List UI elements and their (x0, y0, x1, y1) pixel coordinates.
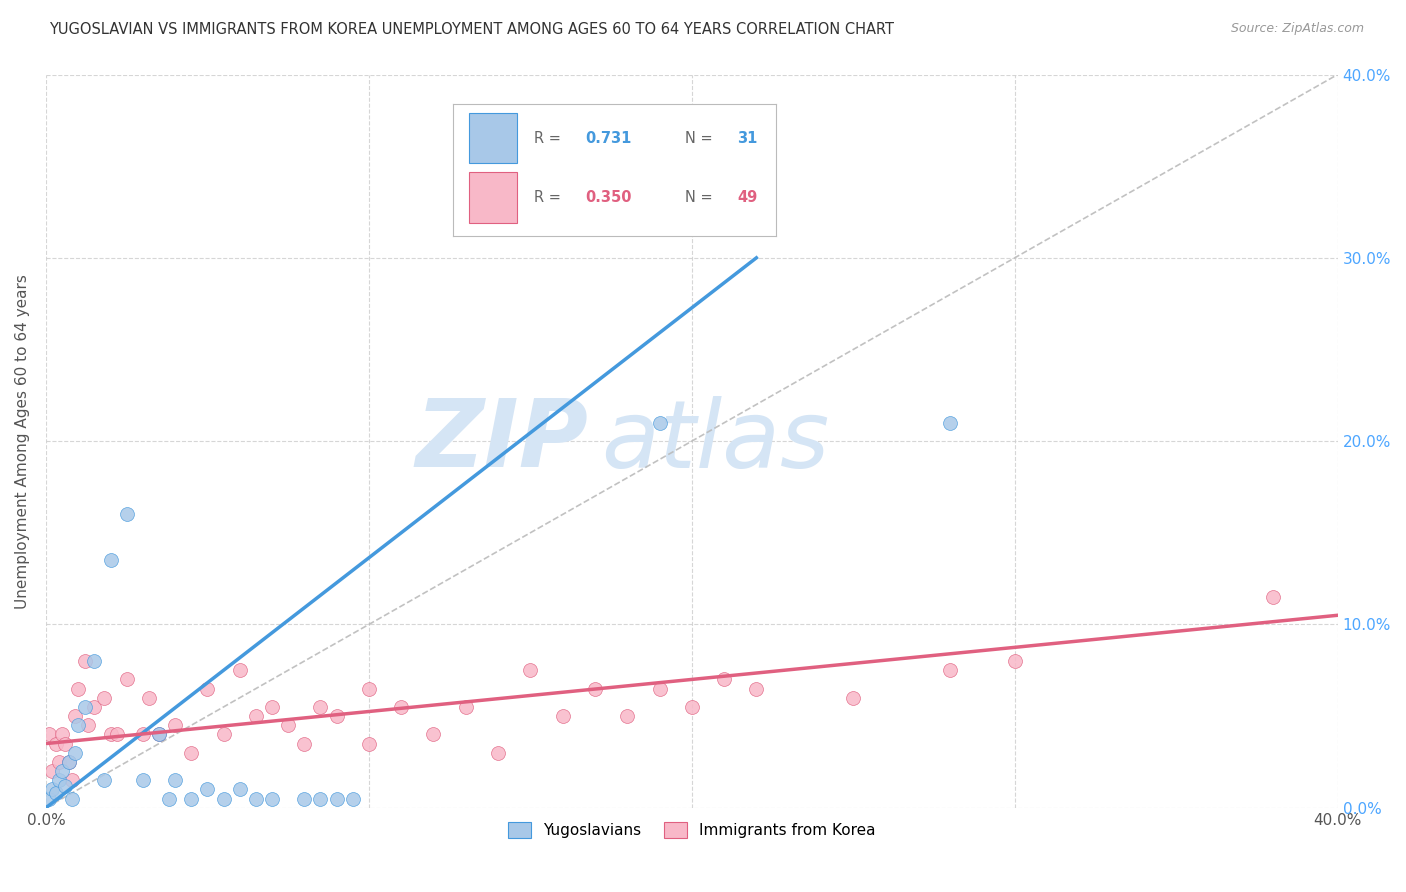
Point (228, 782, 250, 797)
Point (245, 791, 267, 805)
Point (67, 681, 90, 696)
Point (48, 773, 70, 788)
Point (93, 773, 115, 788)
Point (73, 654, 96, 668)
Point (842, 690, 865, 705)
Point (357, 681, 380, 696)
Point (197, 681, 219, 696)
Point (63, 746, 86, 760)
Point (73, 700, 96, 714)
Point (138, 690, 160, 705)
Text: YUGOSLAVIAN VS IMMIGRANTS FROM KOREA UNEMPLOYMENT AMONG AGES 60 TO 64 YEARS CORR: YUGOSLAVIAN VS IMMIGRANTS FROM KOREA UNE… (49, 22, 894, 37)
Point (519, 663, 541, 677)
Point (648, 416, 671, 430)
Point (342, 791, 364, 805)
Point (100, 727, 122, 741)
Point (616, 709, 638, 723)
Point (180, 791, 202, 805)
Point (67, 718, 90, 732)
Point (325, 709, 347, 723)
Point (309, 700, 332, 714)
Point (486, 746, 509, 760)
Point (45, 737, 67, 751)
Point (389, 700, 412, 714)
Point (157, 791, 180, 805)
Point (1261, 590, 1284, 604)
Point (745, 681, 768, 696)
Point (63, 709, 86, 723)
Point (51, 727, 73, 741)
Point (551, 709, 574, 723)
Point (245, 709, 267, 723)
Point (45, 786, 67, 800)
Point (197, 782, 219, 797)
Point (454, 700, 477, 714)
Point (41, 782, 63, 797)
Point (93, 690, 115, 705)
Point (53, 737, 76, 751)
Point (422, 727, 444, 741)
Y-axis label: Unemployment Among Ages 60 to 64 years: Unemployment Among Ages 60 to 64 years (15, 274, 30, 608)
Legend: Yugoslavians, Immigrants from Korea: Yugoslavians, Immigrants from Korea (502, 816, 882, 844)
Point (1004, 654, 1026, 668)
Point (165, 718, 187, 732)
Point (48, 755, 70, 769)
Point (939, 663, 962, 677)
Point (38, 727, 60, 741)
Point (713, 673, 735, 687)
Point (292, 791, 315, 805)
Point (41, 764, 63, 778)
Point (83, 700, 105, 714)
Point (212, 727, 235, 741)
Point (309, 791, 332, 805)
Text: Source: ZipAtlas.com: Source: ZipAtlas.com (1230, 22, 1364, 36)
Point (260, 791, 283, 805)
Point (260, 700, 283, 714)
Point (38, 791, 60, 805)
Text: atlas: atlas (602, 396, 830, 487)
Point (180, 746, 202, 760)
Point (292, 737, 315, 751)
Point (583, 681, 606, 696)
Point (58, 755, 80, 769)
Point (148, 727, 170, 741)
Point (148, 727, 170, 741)
Point (115, 508, 138, 522)
Text: ZIP: ZIP (416, 395, 589, 487)
Point (53, 779, 76, 793)
Point (357, 737, 380, 751)
Point (100, 553, 122, 567)
Point (60, 791, 83, 805)
Point (132, 727, 155, 741)
Point (939, 416, 962, 430)
Point (681, 700, 703, 714)
Point (83, 654, 105, 668)
Point (77, 718, 100, 732)
Point (51, 764, 73, 778)
Point (325, 791, 347, 805)
Point (277, 718, 299, 732)
Point (132, 773, 155, 788)
Point (115, 673, 138, 687)
Point (105, 727, 128, 741)
Point (58, 755, 80, 769)
Point (60, 773, 83, 788)
Point (212, 791, 235, 805)
Point (648, 681, 671, 696)
Point (228, 663, 250, 677)
Point (165, 773, 187, 788)
